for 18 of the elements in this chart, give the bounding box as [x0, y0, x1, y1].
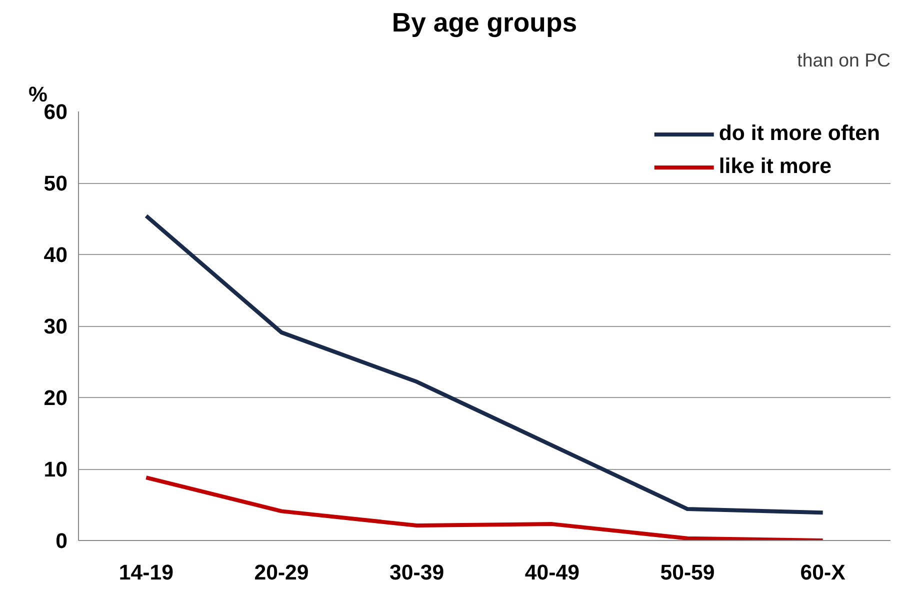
x-tick-label: 30-39 [390, 560, 444, 584]
legend-label: do it more often [718, 121, 880, 146]
legend-label: like it more [718, 154, 832, 179]
x-tick-label: 50-59 [660, 560, 715, 584]
x-tick-label: 20-29 [254, 560, 309, 584]
y-tick-label: 0 [56, 529, 68, 553]
y-tick-label: 30 [44, 314, 68, 338]
line-series [144, 476, 825, 540]
line-series [144, 214, 825, 515]
x-tick-label: 14-19 [118, 560, 174, 584]
x-tick-label: 60-X [800, 560, 846, 584]
chart-title: By age groups [392, 8, 578, 38]
text: than on PC [797, 50, 891, 70]
y-tick-label: 50 [44, 172, 68, 196]
x-tick-label: 40-49 [524, 560, 580, 584]
y-tick-label: 10 [44, 458, 68, 482]
y-tick-label: 20 [44, 386, 68, 410]
y-tick-label: 40 [44, 243, 68, 267]
